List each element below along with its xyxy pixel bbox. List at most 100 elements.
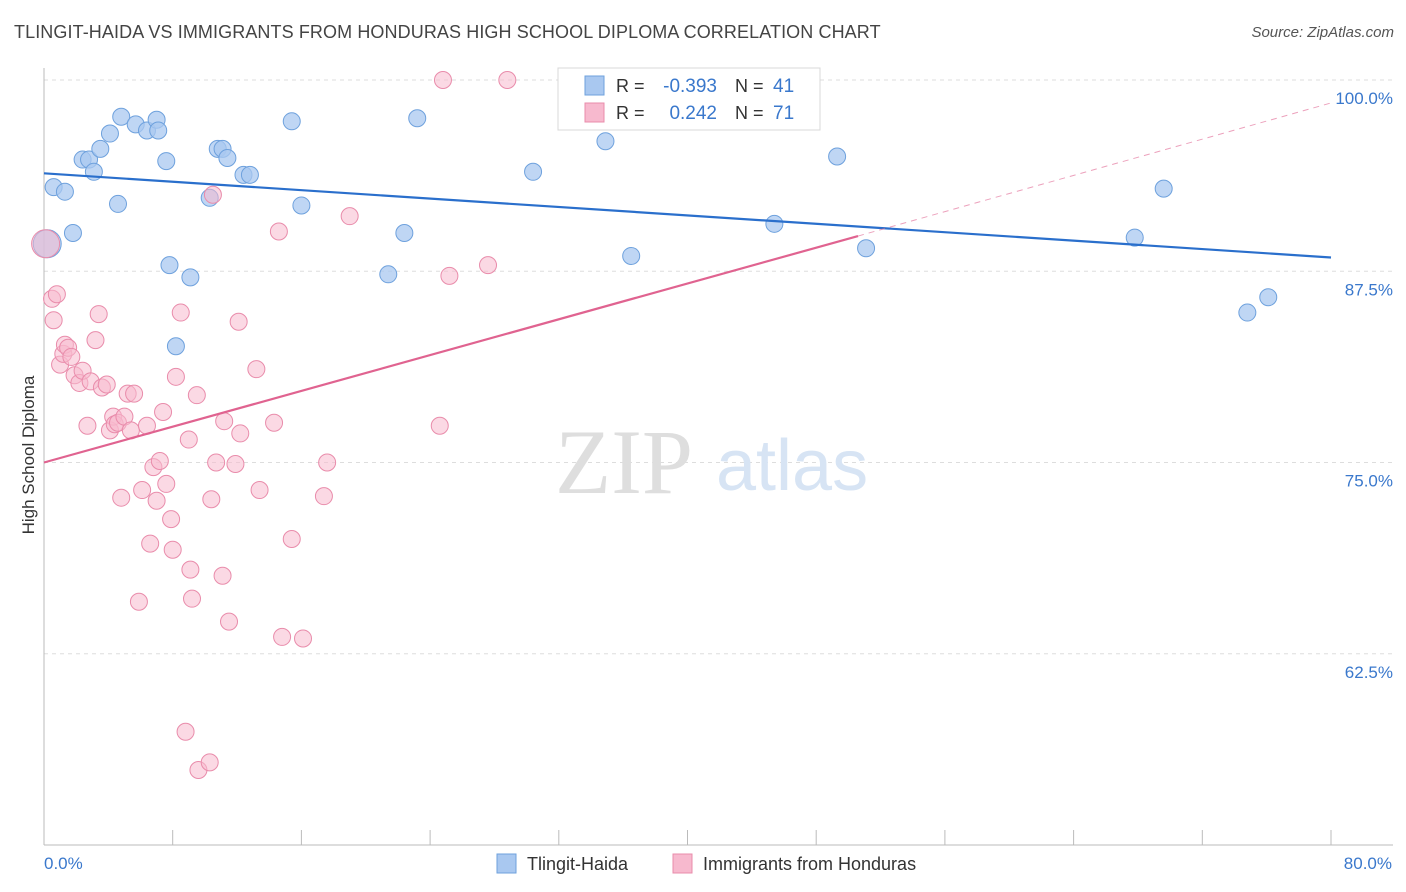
- point-honduras: [220, 612, 239, 631]
- point-honduras: [231, 424, 250, 443]
- point-honduras: [207, 453, 226, 472]
- point-tlingit-haida: [292, 196, 311, 215]
- point-honduras: [213, 566, 232, 585]
- point-honduras: [47, 285, 66, 304]
- point-honduras: [171, 303, 190, 322]
- point-tlingit-haida: [379, 265, 398, 284]
- point-honduras: [265, 413, 284, 432]
- point-honduras: [154, 403, 173, 422]
- x-tick-label-max: 80.0%: [1344, 854, 1392, 873]
- point-tlingit-haida: [1125, 228, 1144, 247]
- point-honduras: [479, 256, 498, 275]
- point-honduras: [181, 560, 200, 579]
- y-tick-label: 62.5%: [1345, 663, 1393, 682]
- point-honduras: [112, 488, 131, 507]
- point-tlingit-haida: [765, 214, 784, 233]
- point-honduras: [157, 474, 176, 493]
- legend-swatch-honduras: [672, 853, 693, 874]
- point-honduras: [31, 229, 61, 259]
- series-legend: Tlingit-Haida Immigrants from Honduras: [496, 853, 916, 874]
- source-label: Source: ZipAtlas.com: [1251, 24, 1394, 41]
- y-tick-label: 75.0%: [1345, 472, 1393, 491]
- point-honduras: [433, 71, 452, 89]
- point-tlingit-haida: [63, 224, 82, 242]
- stats-swatch-pink: [584, 102, 605, 123]
- point-honduras: [273, 627, 292, 646]
- point-tlingit-haida: [828, 147, 847, 166]
- point-honduras: [440, 266, 459, 285]
- point-honduras: [203, 185, 222, 204]
- point-honduras: [430, 416, 449, 435]
- point-tlingit-haida: [408, 109, 427, 128]
- point-honduras: [498, 71, 517, 89]
- point-honduras: [129, 592, 148, 611]
- point-tlingit-haida: [524, 162, 543, 181]
- point-tlingit-haida: [240, 165, 259, 184]
- point-honduras: [163, 540, 182, 559]
- point-honduras: [97, 375, 116, 394]
- point-honduras: [282, 530, 301, 548]
- point-tlingit-haida: [109, 194, 128, 213]
- point-honduras: [200, 753, 219, 772]
- point-honduras: [183, 589, 202, 608]
- point-tlingit-haida: [181, 268, 200, 287]
- stats-n-label-1: N =: [735, 76, 764, 96]
- stats-r-value-1: -0.393: [663, 76, 717, 97]
- stats-n-label-2: N =: [735, 103, 764, 123]
- point-tlingit-haida: [1238, 303, 1257, 322]
- point-honduras: [187, 386, 206, 405]
- point-tlingit-haida: [149, 121, 168, 140]
- watermark-zip: ZIP: [555, 411, 693, 513]
- point-tlingit-haida: [218, 149, 237, 168]
- stats-swatch-blue: [584, 75, 605, 96]
- point-honduras: [269, 222, 288, 241]
- point-honduras: [147, 491, 166, 510]
- point-honduras: [340, 207, 359, 226]
- stats-r-value-2: 0.242: [669, 103, 717, 124]
- point-honduras: [44, 311, 63, 330]
- trend-line-honduras: [43, 235, 859, 464]
- legend-label-honduras: Immigrants from Honduras: [703, 854, 916, 874]
- stats-r-label-1: R =: [616, 76, 645, 96]
- point-tlingit-haida: [160, 256, 179, 275]
- stats-legend: R = -0.393 N = 41 R = 0.242 N = 71: [557, 67, 821, 131]
- point-tlingit-haida: [100, 124, 119, 143]
- stats-n-value-1: 41: [773, 76, 794, 97]
- point-honduras: [141, 534, 160, 553]
- stats-n-value-2: 71: [773, 103, 794, 124]
- point-honduras: [250, 481, 269, 500]
- point-honduras: [89, 305, 108, 324]
- point-honduras: [133, 481, 152, 500]
- chart-title: TLINGIT-HAIDA VS IMMIGRANTS FROM HONDURA…: [14, 22, 881, 42]
- point-honduras: [202, 490, 221, 509]
- point-tlingit-haida: [112, 107, 131, 126]
- point-tlingit-haida: [1259, 288, 1278, 307]
- point-honduras: [247, 360, 266, 379]
- trend-line-tlingit-haida: [43, 172, 1332, 259]
- point-honduras: [162, 510, 181, 529]
- point-honduras: [226, 455, 245, 474]
- y-tick-label: 87.5%: [1345, 280, 1393, 299]
- point-honduras: [86, 331, 105, 350]
- point-honduras: [318, 453, 337, 472]
- legend-label-tlingit: Tlingit-Haida: [527, 854, 629, 874]
- point-honduras: [314, 487, 333, 506]
- point-honduras: [176, 722, 195, 741]
- point-honduras: [179, 430, 198, 449]
- point-tlingit-haida: [857, 239, 876, 258]
- point-tlingit-haida: [166, 337, 185, 356]
- point-tlingit-haida: [157, 152, 176, 171]
- point-tlingit-haida: [596, 132, 615, 151]
- legend-swatch-tlingit: [496, 853, 517, 874]
- point-honduras: [150, 451, 169, 470]
- point-tlingit-haida: [622, 246, 641, 265]
- point-honduras: [294, 629, 313, 648]
- point-honduras: [62, 347, 81, 366]
- y-axis-label: High School Diploma: [19, 375, 38, 534]
- point-honduras: [166, 367, 185, 386]
- point-tlingit-haida: [1154, 179, 1173, 198]
- point-tlingit-haida: [282, 112, 301, 131]
- y-tick-label: 100.0%: [1335, 89, 1393, 108]
- stats-r-label-2: R =: [616, 103, 645, 123]
